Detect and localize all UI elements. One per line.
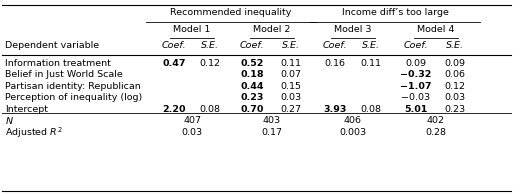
Text: Adjusted $R^2$: Adjusted $R^2$: [5, 125, 63, 140]
Text: 0.003: 0.003: [340, 128, 367, 137]
Text: 0.09: 0.09: [405, 59, 426, 68]
Text: Coef.: Coef.: [323, 41, 347, 50]
Text: 0.08: 0.08: [200, 105, 221, 114]
Text: 0.52: 0.52: [240, 59, 264, 68]
Text: 0.11: 0.11: [361, 59, 382, 68]
Text: 0.11: 0.11: [281, 59, 302, 68]
Text: Model 2: Model 2: [253, 25, 290, 34]
Text: S.E.: S.E.: [282, 41, 300, 50]
Text: Partisan identity: Republican: Partisan identity: Republican: [5, 82, 141, 91]
Text: 0.03: 0.03: [182, 128, 203, 137]
Text: 0.15: 0.15: [281, 82, 302, 91]
Text: 0.28: 0.28: [425, 128, 446, 137]
Text: 0.09: 0.09: [444, 59, 465, 68]
Text: 0.47: 0.47: [162, 59, 186, 68]
Text: Model 1: Model 1: [173, 25, 211, 34]
Text: S.E.: S.E.: [201, 41, 219, 50]
Text: 407: 407: [183, 116, 201, 125]
Text: Model 4: Model 4: [417, 25, 454, 34]
Text: 403: 403: [263, 116, 281, 125]
Text: Recommended inequality: Recommended inequality: [170, 8, 292, 17]
Text: 406: 406: [344, 116, 362, 125]
Text: Income diff’s too large: Income diff’s too large: [342, 8, 448, 17]
Text: −0.03: −0.03: [402, 93, 430, 102]
Text: −0.32: −0.32: [400, 70, 431, 79]
Text: 0.70: 0.70: [240, 105, 264, 114]
Text: $N$: $N$: [5, 115, 14, 126]
Text: 0.07: 0.07: [281, 70, 302, 79]
Text: Coef.: Coef.: [162, 41, 186, 50]
Text: Coef.: Coef.: [404, 41, 428, 50]
Text: −1.07: −1.07: [400, 82, 432, 91]
Text: 0.44: 0.44: [240, 82, 264, 91]
Text: 0.17: 0.17: [261, 128, 282, 137]
Text: 3.93: 3.93: [323, 105, 347, 114]
Text: S.E.: S.E.: [446, 41, 464, 50]
Text: Model 3: Model 3: [334, 25, 372, 34]
Text: Perception of inequality (log): Perception of inequality (log): [5, 93, 142, 102]
Text: 0.23: 0.23: [444, 105, 466, 114]
Text: Coef.: Coef.: [240, 41, 264, 50]
Text: 0.18: 0.18: [240, 70, 264, 79]
Text: 0.03: 0.03: [444, 93, 466, 102]
Text: Intercept: Intercept: [5, 105, 48, 114]
Text: 2.20: 2.20: [162, 105, 186, 114]
Text: 0.12: 0.12: [200, 59, 221, 68]
Text: 0.12: 0.12: [444, 82, 465, 91]
Text: S.E.: S.E.: [362, 41, 380, 50]
Text: 5.01: 5.01: [404, 105, 428, 114]
Text: 0.27: 0.27: [281, 105, 302, 114]
Text: 0.23: 0.23: [240, 93, 264, 102]
Text: Information treatment: Information treatment: [5, 59, 111, 68]
Text: 0.03: 0.03: [281, 93, 302, 102]
Text: Dependent variable: Dependent variable: [5, 41, 99, 50]
Text: 402: 402: [426, 116, 444, 125]
Text: Belief in Just World Scale: Belief in Just World Scale: [5, 70, 123, 79]
Text: 0.16: 0.16: [325, 59, 345, 68]
Text: 0.08: 0.08: [361, 105, 382, 114]
Text: 0.06: 0.06: [444, 70, 465, 79]
